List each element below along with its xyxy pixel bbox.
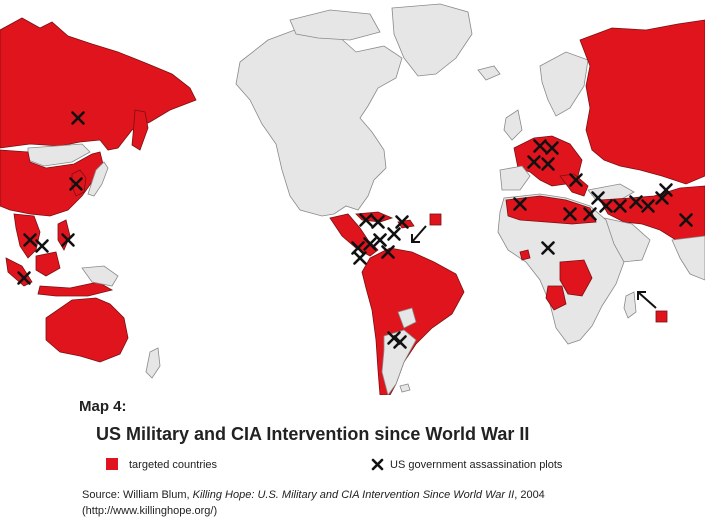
assassination-plot-marker [513,197,527,211]
assassination-plot-marker [17,271,31,285]
indonesia-borneo [35,251,61,277]
arctic-islands [289,9,381,41]
indonesia-east [37,281,114,297]
assassination-plot-marker [541,241,555,255]
source-url: (http://www.killinghope.org/) [82,505,218,517]
assassination-plot-marker [613,199,627,213]
mongolia [27,143,91,167]
assassination-plot-marker [23,233,37,247]
source-prefix: Source: William Blum, [82,489,193,501]
assassination-plot-marker [545,141,559,155]
assassination-plot-marker [71,111,85,125]
grenada-square [429,213,442,226]
argentina [381,329,417,395]
assassination-plot-marker [387,227,401,241]
assassination-markers [17,111,693,349]
scandinavia [539,51,589,117]
map-label: Map 4: [79,398,127,415]
madagascar [623,291,637,319]
assassination-plot-marker [569,173,583,187]
seychelles-square [655,310,668,323]
source-year: , 2004 [514,489,545,501]
assassination-plot-marker [359,213,373,227]
assassination-plot-marker [679,213,693,227]
assassination-plot-marker [599,199,613,213]
turkey [587,183,635,201]
assassination-plot-marker [353,251,367,265]
new-zealand [145,347,161,379]
source-citation: Source: William Blum, Killing Hope: U.S.… [82,489,545,501]
united-kingdom [503,109,523,141]
assassination-plot-marker [541,157,555,171]
assassination-plot-marker [659,183,673,197]
assassination-plot-marker [563,207,577,221]
map-title: US Military and CIA Intervention since W… [96,424,530,444]
assassination-plot-marker [533,139,547,153]
liberia [519,249,531,261]
north-america [235,27,403,217]
legend-targeted-label: targeted countries [129,459,218,471]
congo [559,259,593,297]
assassination-plot-marker [61,233,75,247]
assassination-plot-marker [381,245,395,259]
world-map [0,3,705,395]
kamchatka [131,109,149,151]
central-america [329,213,379,257]
assassination-plot-marker [387,331,401,345]
assassination-plot-marker [655,191,669,205]
angola [545,285,567,311]
assassination-plot-marker [373,233,387,247]
russia-east [0,17,197,151]
legend-x-icon [371,458,384,471]
source-book-title: Killing Hope: U.S. Military and CIA Inte… [192,489,515,501]
assassination-plot-marker [393,335,407,349]
assassination-plot-marker [371,215,385,229]
new-guinea [81,265,119,287]
assassination-plot-marker [629,195,643,209]
legend-plots-label: US government assassination plots [390,459,563,471]
assassination-plot-marker [527,155,541,169]
assassination-plot-marker [363,237,377,251]
legend-targeted-swatch [106,458,118,470]
india-west [671,235,705,281]
grenada-arrow [411,225,427,243]
assassination-plot-marker [583,207,597,221]
assassination-plot-marker [395,215,409,229]
seychelles-arrow [637,291,657,309]
greenland [391,3,473,77]
assassination-plot-marker [641,199,655,213]
assassination-plot-marker [35,239,49,253]
north-africa [505,195,597,225]
paraguay [397,307,417,329]
falklands [399,383,411,393]
australia [45,297,129,363]
iberia [499,165,531,191]
japan [87,161,109,197]
assassination-plot-marker [69,177,83,191]
russia-west [579,19,705,185]
iceland [477,65,501,81]
